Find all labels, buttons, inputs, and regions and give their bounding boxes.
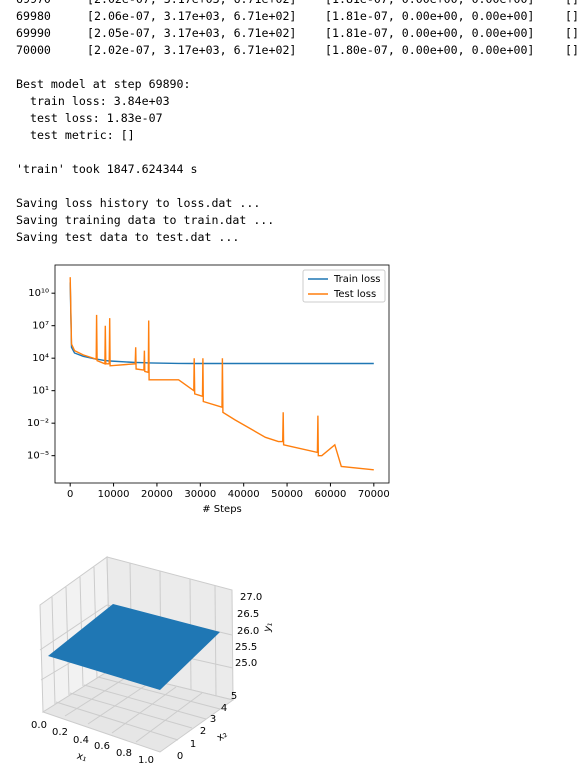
summary-line: train loss: 3.84e+03 [16,94,170,108]
x-tick-label: 0.6 [94,741,110,752]
x-axis-label: # Steps [202,504,242,515]
y-tick-label: 5 [231,691,237,702]
series-line [69,277,374,471]
x-tick-label: 40000 [228,489,260,500]
log-cell: [2.05e-07, 3.17e+03, 6.71e+02] [87,26,297,40]
log-cell: 69980 [16,9,51,23]
log-cell: [] [565,43,579,57]
y-tick-label: 10¹⁰ [28,288,49,299]
log-cell: [1.81e-07, 0.00e+00, 0.00e+00] [325,0,534,6]
y-tick-label: 0 [177,751,183,762]
x-axis-label: x₁ [75,751,88,765]
log-cell: [] [565,26,579,40]
summary-line: test loss: 1.83e-07 [16,111,163,125]
x-tick-label: 0.4 [73,735,89,746]
x-tick-label: 0 [67,489,73,500]
z-tick-label: 26.0 [237,626,259,637]
log-cell: [1.81e-07, 0.00e+00, 0.00e+00] [325,26,535,40]
summary-line: Saving loss history to loss.dat ... [16,196,261,210]
y-tick-label: 2 [200,726,206,737]
legend-label: Train loss [333,274,381,285]
y-tick-label: 10⁻⁵ [27,451,49,462]
log-cell: [] [565,0,579,6]
y-tick-label: 10¹ [32,386,49,397]
y-tick-label: 10⁻² [27,418,49,429]
y-axis-label: x₂ [215,729,229,744]
log-cell: [2.06e-07, 3.17e+03, 6.71e+02] [87,9,297,23]
z-tick-label: 25.5 [235,642,257,653]
summary-line: test metric: [] [16,128,135,142]
z-axis-label: y₁ [262,621,275,633]
legend-label: Test loss [333,289,376,300]
x-tick-label: 0.0 [31,720,47,731]
log-cell: 69970 [16,0,51,6]
log-cell: [1.81e-07, 0.00e+00, 0.00e+00] [325,9,535,23]
y-tick-label: 10⁷ [32,321,49,332]
y-tick-label: 4 [221,703,227,714]
log-cell: [1.80e-07, 0.00e+00, 0.00e+00] [325,43,535,57]
surface [48,604,220,690]
summary-line: 'train' took 1847.624344 s [16,162,198,176]
x-tick-label: 60000 [315,489,347,500]
summary-line: Saving training data to train.dat ... [16,213,275,227]
z-tick-label: 26.5 [237,609,259,620]
log-cell: 70000 [16,43,51,57]
log-cell: [] [565,9,579,23]
x-tick-label: 30000 [184,489,216,500]
z-tick-label: 25.0 [235,658,257,669]
log-cell: 69990 [16,26,51,40]
summary-line: Saving test data to test.dat ... [16,230,240,244]
x-tick-label: 1.0 [138,755,154,766]
y-tick-label: 3 [210,714,216,725]
z-tick-label: 27.0 [240,592,262,603]
x-tick-label: 0.8 [116,748,132,759]
log-cell: [2.02e-07, 3.17e+03, 6.71e+02] [87,0,296,6]
line-chart: 0 10000 20000 30000 40000 50000 60000 70000 10⁻⁵… [27,264,390,515]
x-tick-label: 20000 [141,489,173,500]
x-tick-label: 50000 [271,489,303,500]
y-tick-label: 10⁴ [32,353,49,364]
x-tick-label: 0.2 [52,727,68,738]
summary-line: Best model at step 69890: [16,77,191,91]
x-tick-label: 10000 [98,489,130,500]
y-tick-label: 1 [190,739,196,750]
x-tick-label: 70000 [358,489,390,500]
log-cell: [2.02e-07, 3.17e+03, 6.71e+02] [87,43,297,57]
